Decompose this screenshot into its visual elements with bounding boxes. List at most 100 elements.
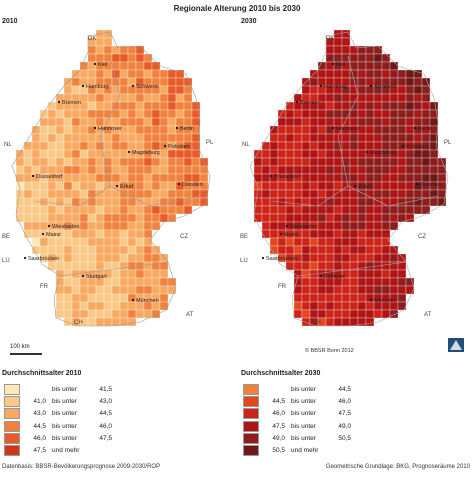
map-region: [103, 165, 113, 175]
map-region: [365, 61, 375, 71]
map-region: [103, 117, 113, 127]
map-region: [365, 109, 375, 119]
map-region: [111, 213, 121, 223]
map-region: [365, 125, 375, 135]
city-label: Hannover: [336, 126, 360, 132]
map-region: [103, 293, 113, 303]
map-region: [71, 85, 81, 95]
map-region: [159, 197, 169, 207]
map-region: [175, 205, 185, 215]
map-region: [429, 117, 439, 127]
map-region: [325, 165, 335, 175]
city-label: Wiesbaden: [52, 224, 80, 230]
map-region: [79, 69, 89, 79]
map-region: [63, 277, 73, 287]
map-region: [127, 157, 137, 167]
map-region: [47, 109, 57, 119]
map-region: [357, 85, 367, 95]
map-region: [151, 181, 161, 191]
map-region: [309, 229, 319, 239]
country-label: FR: [40, 284, 49, 290]
map-region: [357, 189, 367, 199]
map-region: [63, 269, 73, 279]
map-region: [87, 245, 97, 255]
map-region: [381, 61, 391, 71]
map-region: [269, 245, 279, 255]
map-region: [389, 125, 399, 135]
map-region: [373, 269, 383, 279]
map-region: [71, 181, 81, 191]
city-marker: [81, 84, 85, 88]
map-region: [87, 53, 97, 63]
map-region: [143, 125, 153, 135]
map-region: [87, 285, 97, 295]
map-region: [71, 125, 81, 135]
map-region: [421, 173, 431, 183]
legend-row: 49,0 bis unter 50,5: [243, 432, 351, 444]
map-region: [79, 173, 89, 183]
map-region: [103, 197, 113, 207]
city-marker: [401, 144, 405, 148]
map-region: [111, 221, 121, 231]
map-region: [159, 77, 169, 87]
map-region: [357, 157, 367, 167]
map-region: [261, 141, 271, 151]
map-region: [397, 109, 407, 119]
map-region: [87, 133, 97, 143]
map-region: [55, 117, 65, 127]
country-label: AT: [424, 312, 432, 318]
map-region: [309, 197, 319, 207]
map-region: [317, 229, 327, 239]
map-region: [119, 61, 129, 71]
map-region: [397, 93, 407, 103]
map-region: [429, 173, 439, 183]
map-region: [389, 165, 399, 175]
map-region: [103, 229, 113, 239]
map-region: [365, 85, 375, 95]
map-region: [389, 109, 399, 119]
map-region: [333, 213, 343, 223]
map-region: [357, 109, 367, 119]
map-region: [167, 69, 177, 79]
map-region: [357, 77, 367, 87]
map-region: [143, 229, 153, 239]
country-label: DK: [88, 36, 96, 42]
map-region: [397, 213, 407, 223]
map-region: [167, 149, 177, 159]
map-region: [135, 157, 145, 167]
map-region: [365, 229, 375, 239]
map-region: [119, 293, 129, 303]
map-region: [309, 261, 319, 271]
map-region: [389, 69, 399, 79]
map-region: [381, 205, 391, 215]
germany-border: [11, 31, 211, 327]
map-region: [405, 285, 415, 295]
map-region: [71, 245, 81, 255]
map-region: [293, 277, 303, 287]
map-region: [167, 93, 177, 103]
map-region: [317, 285, 327, 295]
map-region: [127, 269, 137, 279]
map-region: [111, 173, 121, 183]
map-region: [317, 69, 327, 79]
map-region: [143, 141, 153, 151]
map-region: [349, 53, 359, 63]
map-region: [23, 181, 33, 191]
map-region: [47, 213, 57, 223]
map-region: [373, 109, 383, 119]
city-label: Erfurt: [120, 184, 134, 190]
map-region: [421, 117, 431, 127]
map-region: [397, 69, 407, 79]
map-region: [127, 101, 137, 111]
map-region: [63, 149, 73, 159]
map-region: [167, 133, 177, 143]
map-region: [293, 117, 303, 127]
legend-range-text: bis unter: [291, 397, 316, 405]
legend-row: 47,5 bis unter 49,0: [243, 420, 351, 432]
city-label: Schwerin: [374, 84, 397, 90]
map-region: [405, 69, 415, 79]
map-region: [135, 69, 145, 79]
map-region: [317, 117, 327, 127]
map-region: [381, 269, 391, 279]
map-region: [159, 205, 169, 215]
